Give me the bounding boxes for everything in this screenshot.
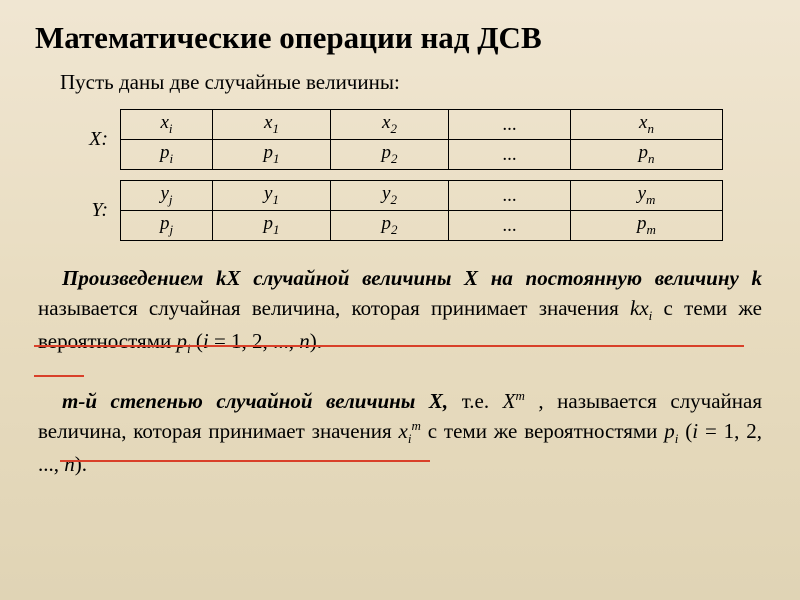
table-y-block: Y: yj y1 y2 ... ym pj p1 p2 ... pm — [80, 180, 770, 241]
table-x-block: X: xi x1 x2 ... xn pi p1 p2 ... pn — [80, 109, 770, 170]
table-row: pj p1 p2 ... pm — [121, 211, 723, 241]
underline-mark — [60, 460, 430, 462]
definition-power: m-й степенью случайной величины X, т.е. … — [30, 386, 770, 480]
table-y: yj y1 y2 ... ym pj p1 p2 ... pm — [120, 180, 723, 241]
emph-text: m-й степенью случайной величины X, — [62, 389, 448, 413]
table-row: xi x1 x2 ... xn — [121, 110, 723, 140]
table-y-label: Y: — [80, 199, 120, 222]
table-row: yj y1 y2 ... ym — [121, 181, 723, 211]
table-x-label: X: — [80, 128, 120, 151]
table-row: pi p1 p2 ... pn — [121, 140, 723, 170]
intro-text: Пусть даны две случайные величины: — [60, 70, 770, 95]
underline-mark — [34, 345, 744, 347]
underline-mark — [34, 375, 84, 377]
emph-text: Произведением kX случайной величины X на… — [62, 266, 762, 290]
table-x: xi x1 x2 ... xn pi p1 p2 ... pn — [120, 109, 723, 170]
page-title: Математические операции над ДСВ — [35, 20, 770, 56]
